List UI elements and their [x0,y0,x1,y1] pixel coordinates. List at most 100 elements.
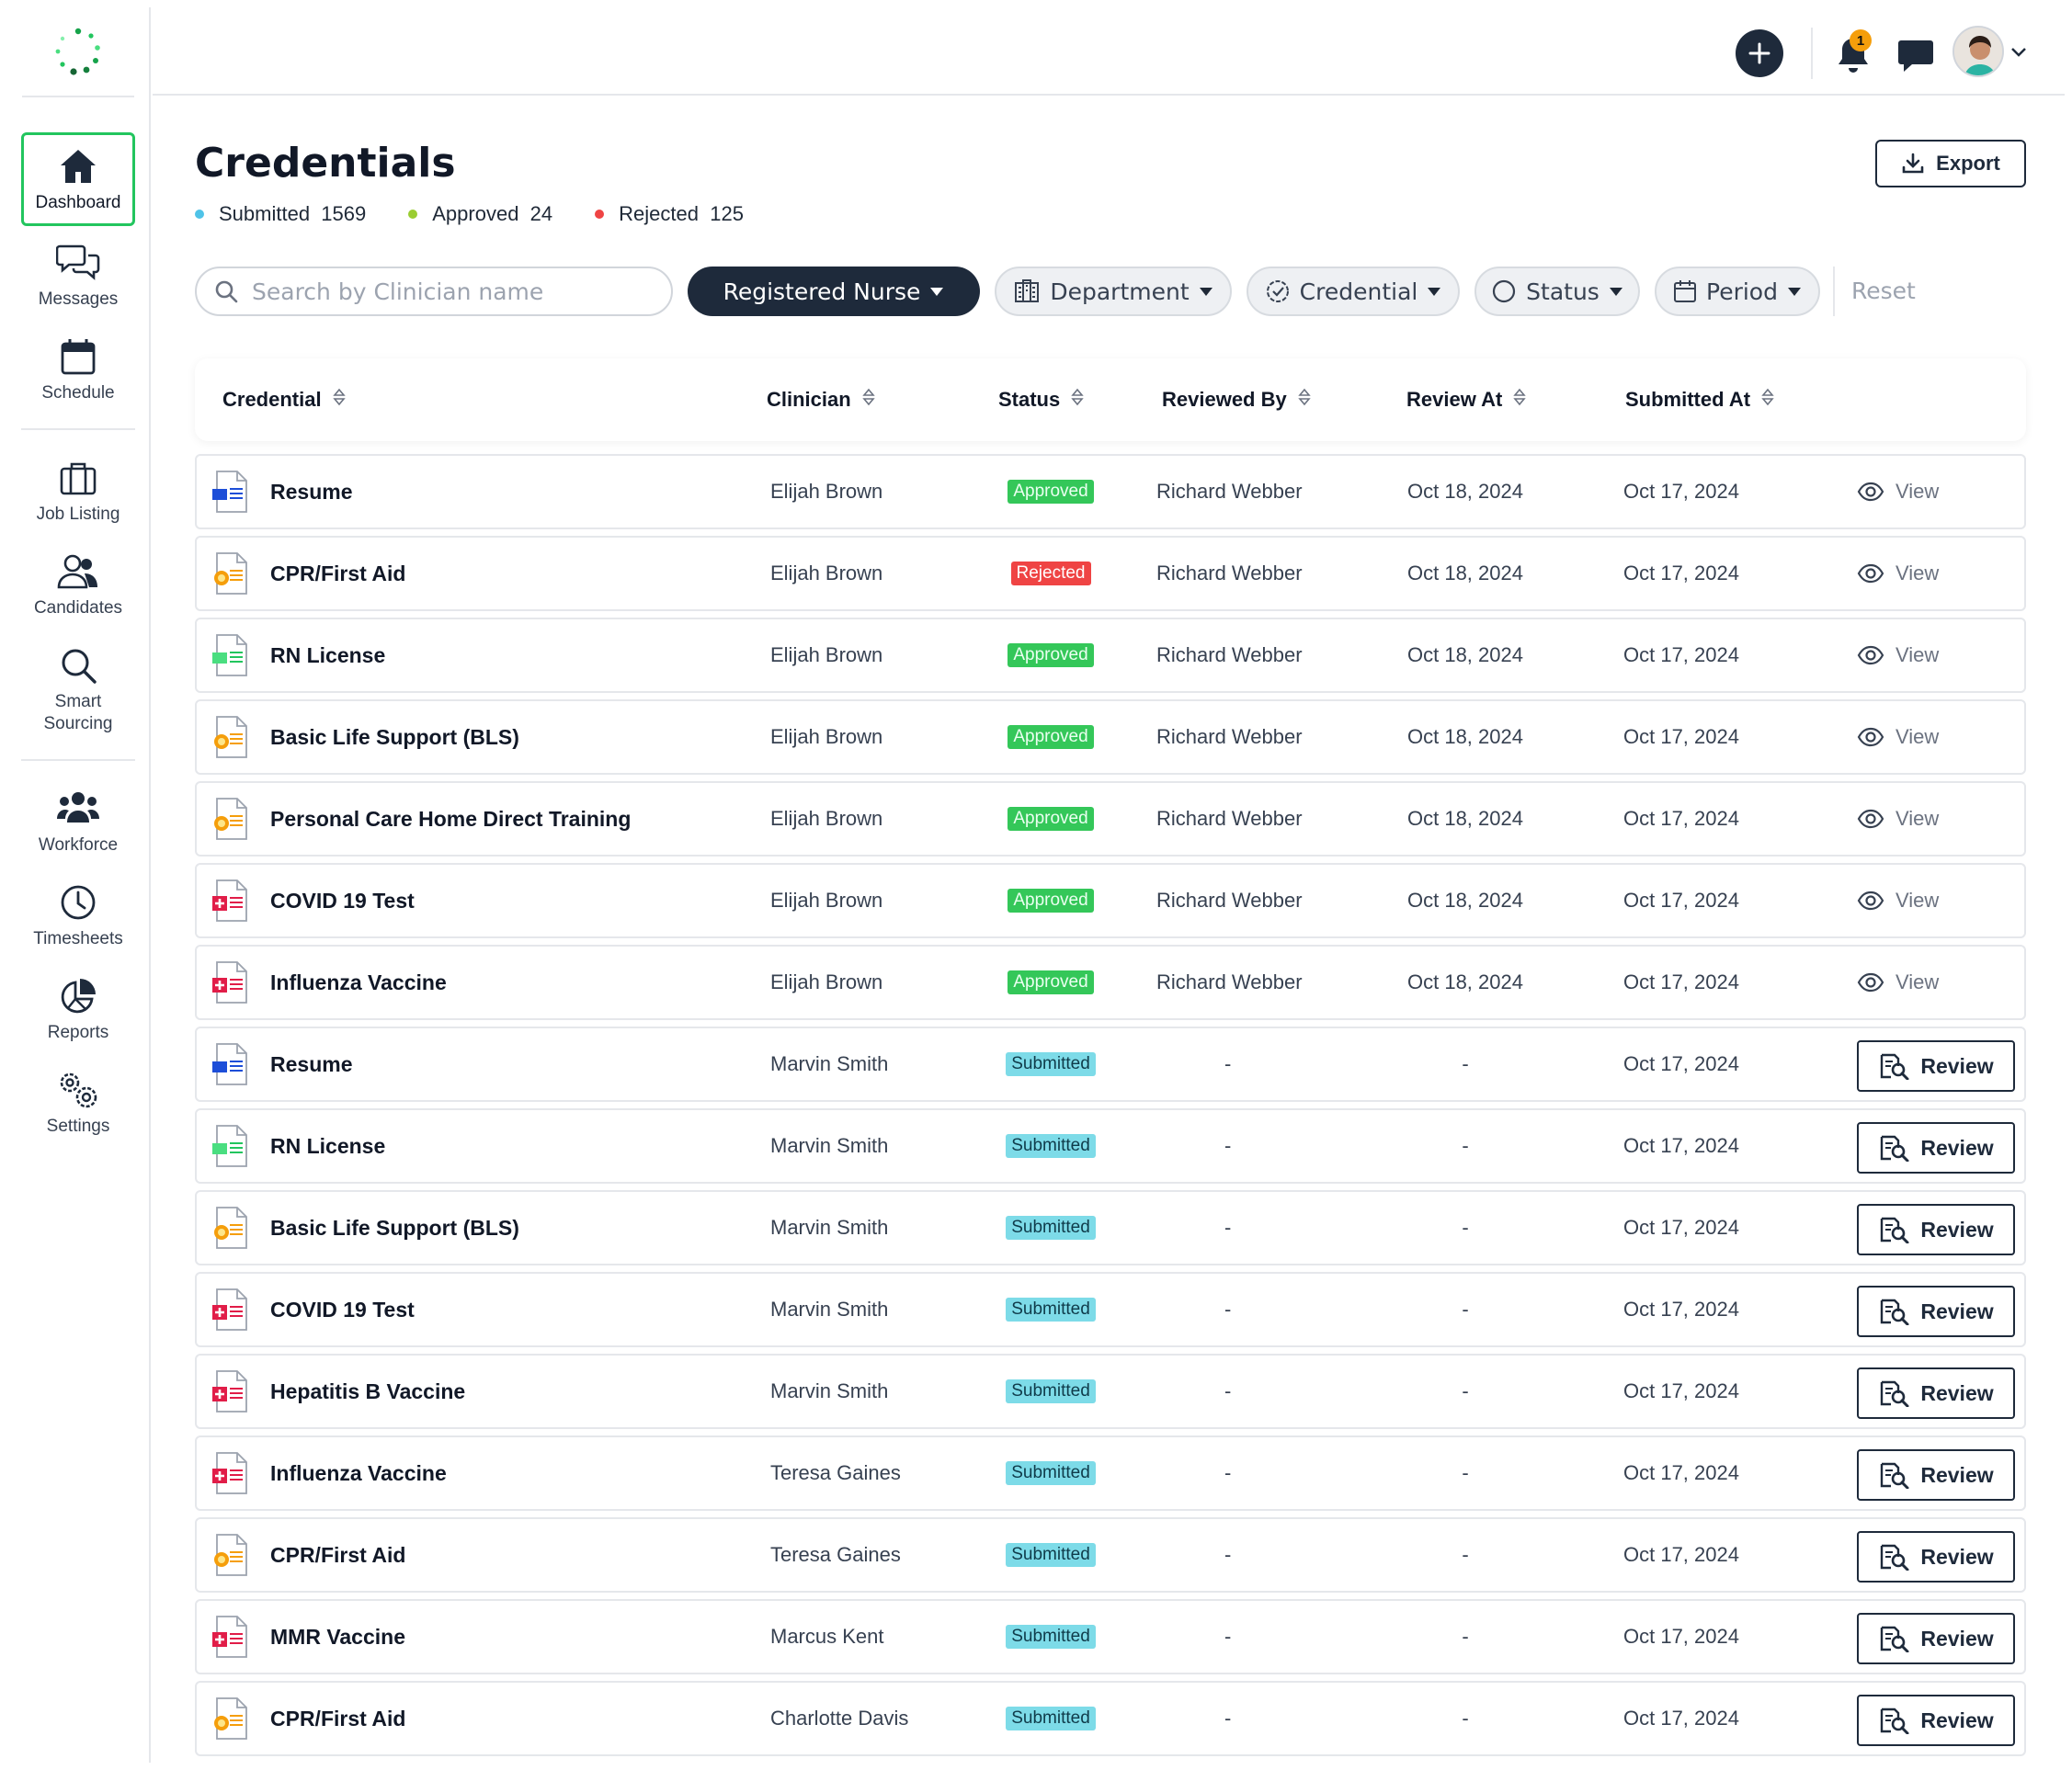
table-row[interactable]: Influenza Vaccine Teresa Gaines Submitte… [195,1435,2026,1511]
column-header-review-at[interactable]: Review At [1406,388,1527,412]
review-button[interactable]: Review [1857,1367,2015,1419]
review-button[interactable]: Review [1857,1040,2015,1092]
stat-value: 125 [710,202,744,225]
role-filter-label: Registered Nurse [723,278,921,305]
review-button[interactable]: Review [1857,1122,2015,1174]
certificate-file-icon [210,538,252,609]
table-row[interactable]: Resume Elijah Brown Approved Richard Web… [195,454,2026,529]
sidebar-item-smart-sourcing[interactable]: Smart Sourcing [21,634,135,744]
clinician-name: Marvin Smith [770,1216,889,1239]
review-button[interactable]: Review [1857,1449,2015,1501]
table-row[interactable]: MMR Vaccine Marcus Kent Submitted - - Oc… [195,1599,2026,1674]
submitted-at: Oct 17, 2024 [1623,889,1739,912]
certificate-file-icon [210,1519,252,1591]
sidebar-item-settings[interactable]: Settings [21,1059,135,1147]
sidebar-item-reports[interactable]: Reports [21,965,135,1053]
eye-icon [1857,727,1884,747]
reviewed-by: - [1224,1461,1232,1484]
table-row[interactable]: Basic Life Support (BLS) Marvin Smith Su… [195,1190,2026,1265]
badge-check-icon [1266,280,1289,302]
review-button[interactable]: Review [1857,1531,2015,1583]
review-at: - [1462,1298,1469,1321]
sidebar-item-schedule[interactable]: Schedule [21,325,135,414]
reviewed-by: Richard Webber [1156,562,1303,584]
column-header-credential[interactable]: Credential [222,388,346,412]
messages-icon [56,241,100,285]
review-button[interactable]: Review [1857,1695,2015,1746]
sidebar-item-label: Timesheets [33,929,123,948]
table-header: Credential Clinician Status Reviewed By Revi… [195,358,2026,441]
table-row[interactable]: RN License Marvin Smith Submitted - - Oc… [195,1108,2026,1184]
view-label: View [1896,562,1940,584]
table-row[interactable]: CPR/First Aid Charlotte Davis Submitted … [195,1681,2026,1756]
logo-icon [55,28,100,75]
credential-filter[interactable]: Credential [1247,267,1460,316]
period-filter[interactable]: Period [1655,267,1820,316]
filter-divider [1833,267,1835,316]
credential-name: Resume [270,1051,353,1076]
review-document-icon [1881,1299,1909,1325]
column-header-submitted-at[interactable]: Submitted At [1625,388,1774,412]
review-button[interactable]: Review [1857,1286,2015,1337]
table-row[interactable]: Basic Life Support (BLS) Elijah Brown Ap… [195,699,2026,775]
sidebar-item-dashboard[interactable]: Dashboard [21,132,135,226]
status-dot [595,210,605,219]
view-link[interactable]: View [1857,947,1939,1018]
chevron-down-icon[interactable] [2009,44,2028,59]
role-filter[interactable]: Registered Nurse [688,267,980,316]
view-link[interactable]: View [1857,865,1939,936]
review-document-icon [1881,1217,1909,1243]
column-header-reviewed-by[interactable]: Reviewed By [1162,388,1311,412]
sidebar-item-timesheets[interactable]: Timesheets [21,871,135,959]
clinician-name: Marvin Smith [770,1052,889,1075]
sidebar-item-candidates[interactable]: Candidates [21,540,135,629]
sidebar-nav: Dashboard Messages Schedule Job Listing Cand… [7,132,149,1152]
status-filter[interactable]: Status [1474,267,1640,316]
caret-down-icon [1787,288,1801,296]
view-link[interactable]: View [1857,456,1939,528]
column-header-clinician[interactable]: Clinician [767,388,875,412]
reviewed-by: - [1224,1134,1232,1157]
status-cell: Submitted [1000,1356,1101,1427]
review-button[interactable]: Review [1857,1204,2015,1255]
export-button[interactable]: Export [1875,140,2026,187]
table-row[interactable]: Hepatitis B Vaccine Marvin Smith Submitt… [195,1354,2026,1429]
clinician-name: Elijah Brown [770,725,883,748]
reset-button[interactable]: Reset [1851,278,1916,304]
reviewed-by: Richard Webber [1156,889,1303,912]
medical-file-icon [210,947,252,1018]
search-input[interactable]: Search by Clinician name [195,267,673,316]
view-link[interactable]: View [1857,701,1939,773]
sort-icon [861,388,875,412]
chat-icon[interactable] [1896,35,1936,75]
sidebar-item-messages[interactable]: Messages [21,232,135,320]
sidebar-item-workforce[interactable]: Workforce [21,777,135,866]
table-row[interactable]: COVID 19 Test Elijah Brown Approved Rich… [195,863,2026,938]
table-row[interactable]: CPR/First Aid Elijah Brown Rejected Rich… [195,536,2026,611]
table-row[interactable]: RN License Elijah Brown Approved Richard… [195,618,2026,693]
view-link[interactable]: View [1857,619,1939,691]
review-at: - [1462,1625,1469,1648]
department-filter[interactable]: Department [995,267,1232,316]
reviewed-by: - [1224,1707,1232,1730]
table-row[interactable]: Resume Marvin Smith Submitted - - Oct 17… [195,1027,2026,1102]
table-row[interactable]: Personal Care Home Direct Training Elija… [195,781,2026,857]
eye-icon [1857,809,1884,829]
pie-chart-icon [56,974,100,1018]
table-row[interactable]: CPR/First Aid Teresa Gaines Submitted - … [195,1517,2026,1593]
column-header-status[interactable]: Status [998,388,1084,412]
sidebar-item-job-listing[interactable]: Job Listing [21,447,135,535]
clinician-name: Marcus Kent [770,1625,884,1648]
credential-filter-label: Credential [1299,278,1418,305]
view-link[interactable]: View [1857,538,1939,609]
table-row[interactable]: COVID 19 Test Marvin Smith Submitted - -… [195,1272,2026,1347]
add-button[interactable] [1736,29,1783,77]
table-row[interactable]: Influenza Vaccine Elijah Brown Approved … [195,945,2026,1020]
status-badge: Submitted [1006,1298,1096,1322]
view-link[interactable]: View [1857,783,1939,855]
review-button[interactable]: Review [1857,1613,2015,1664]
medical-file-icon [210,865,252,936]
logo[interactable] [22,7,134,97]
clinician-name: Marvin Smith [770,1298,889,1321]
avatar[interactable] [1952,26,2004,77]
